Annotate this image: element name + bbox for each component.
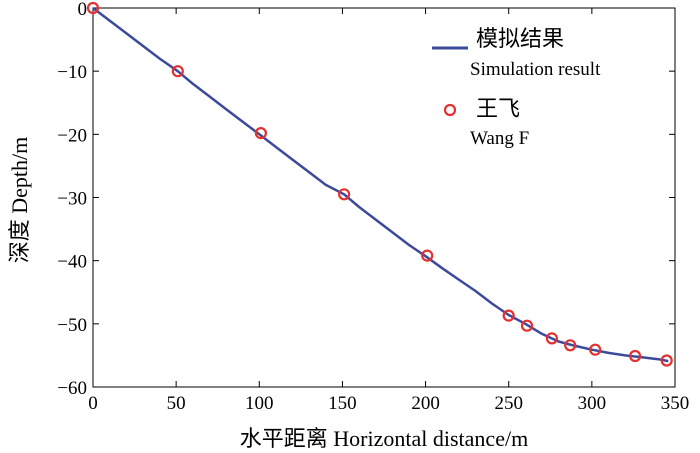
legend-series-2-name: 王飞 xyxy=(476,96,520,121)
y-tick-label: −50 xyxy=(57,315,87,336)
data-point-wang-f xyxy=(589,343,602,356)
y-tick-label: 0 xyxy=(78,0,88,20)
y-tick-label: −20 xyxy=(57,125,87,146)
y-axis-label: 深度 Depth/m xyxy=(7,137,32,264)
data-point-wang-f xyxy=(338,188,351,201)
data-point-wang-f xyxy=(86,1,100,15)
series-line-simulation xyxy=(92,7,669,363)
x-tick-label: 150 xyxy=(328,393,357,414)
y-tick-label: −10 xyxy=(57,62,87,83)
legend-series-1-name: 模拟结果 xyxy=(476,26,564,51)
legend-series-1-name-en: Simulation result xyxy=(470,59,601,80)
data-point-wang-f xyxy=(502,309,515,322)
y-tick-label: −60 xyxy=(57,378,87,399)
x-tick-label: 250 xyxy=(494,393,523,414)
series-layer xyxy=(86,1,673,367)
legend-marker-swatch xyxy=(443,103,457,117)
data-point-wang-f xyxy=(520,319,534,332)
legend: 模拟结果 Simulation result 王飞 Wang F xyxy=(432,26,601,149)
legend-series-2-name-en: Wang F xyxy=(470,128,529,149)
x-axis-label: 水平距离 Horizontal distance/m xyxy=(240,426,528,451)
y-tick-label: −30 xyxy=(57,189,87,210)
data-point-wang-f xyxy=(545,332,559,345)
data-point-wang-f xyxy=(628,349,642,363)
data-point-wang-f xyxy=(421,249,434,262)
x-tick-label: 0 xyxy=(88,393,98,414)
x-tick-label: 200 xyxy=(411,393,440,414)
x-tick-label: 100 xyxy=(245,393,274,414)
y-tick-label: −40 xyxy=(57,252,87,273)
x-tick-label: 50 xyxy=(167,393,186,414)
data-point-wang-f xyxy=(564,339,577,352)
axis-ticks: 0 50 100 150 200 250 300 350 0 −10 −20 −30 −40 −50 −60 xyxy=(57,0,689,414)
x-tick-label: 300 xyxy=(578,393,607,414)
data-point-wang-f xyxy=(660,354,673,367)
x-tick-label: 350 xyxy=(661,393,690,414)
data-point-wang-f xyxy=(254,127,267,140)
plot-area xyxy=(92,7,676,388)
data-point-wang-f xyxy=(171,65,184,78)
